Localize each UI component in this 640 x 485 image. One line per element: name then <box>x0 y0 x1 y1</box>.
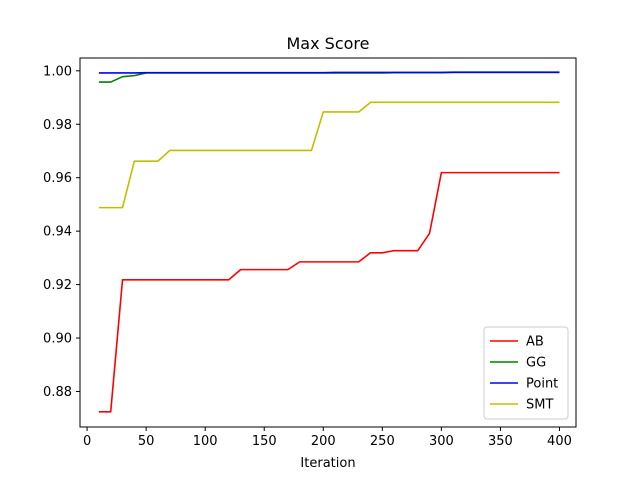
series-line-smt <box>98 101 560 209</box>
y-tick-label: 0.90 <box>43 332 72 347</box>
x-axis: 0 50 100 150 200 250 300 350 400 <box>83 427 572 449</box>
y-tick-label: 0.88 <box>43 385 72 400</box>
x-tick-label: 300 <box>429 434 454 449</box>
legend-label-point: Point <box>526 377 558 392</box>
x-tick-label: 50 <box>138 434 155 449</box>
plot-frame <box>79 57 577 428</box>
x-tick-label: 250 <box>370 434 395 449</box>
y-tick-label: 0.92 <box>43 278 72 293</box>
y-axis: 0.88 0.90 0.92 0.94 0.96 0.98 1.00 <box>43 64 80 400</box>
x-tick-label: 400 <box>547 434 572 449</box>
x-axis-title: Iteration <box>300 456 355 471</box>
x-tick-label: 100 <box>193 434 218 449</box>
x-tick-label: 0 <box>83 434 91 449</box>
chart-title: Max Score <box>287 34 370 53</box>
y-tick-label: 0.94 <box>43 225 72 240</box>
x-tick-label: 350 <box>488 434 513 449</box>
y-tick-label: 0.96 <box>43 171 72 186</box>
y-tick-label: 1.00 <box>43 64 72 79</box>
legend: AB GG Point SMT <box>483 326 569 420</box>
legend-label-ab: AB <box>526 335 544 350</box>
x-tick-label: 200 <box>311 434 336 449</box>
legend-box <box>483 326 569 420</box>
legend-label-smt: SMT <box>526 398 553 413</box>
x-tick-label: 150 <box>252 434 277 449</box>
y-tick-label: 0.98 <box>43 118 72 133</box>
series-layer <box>98 71 560 413</box>
series-line-point <box>98 71 560 74</box>
series-line-ab <box>98 171 560 413</box>
legend-label-gg: GG <box>526 356 546 371</box>
